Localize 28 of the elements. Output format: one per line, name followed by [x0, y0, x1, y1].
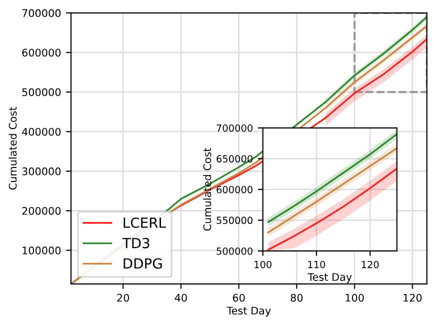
y-tick-label: 600000: [22, 48, 61, 57]
y-tick-label: 550000: [216, 216, 252, 224]
y-axis-title: Cumulated Cost: [8, 106, 17, 190]
y-tick-label: 500000: [22, 88, 61, 96]
y-tick-label: 100000: [22, 246, 61, 254]
x-axis-title: Test Day: [226, 306, 271, 317]
legend-label: LCERL: [124, 217, 166, 228]
x-axis-title: Test Day: [308, 273, 352, 283]
legend-label: TD3: [122, 238, 150, 248]
y-tick-label: 500000: [216, 247, 252, 255]
x-tick-label: 100: [346, 294, 364, 302]
legend-label: DDPG: [124, 258, 162, 269]
x-tick-label: 60: [232, 294, 245, 302]
y-tick-label: 200000: [22, 206, 61, 215]
y-tick-label: 300000: [22, 167, 61, 176]
x-tick-label: 80: [290, 294, 303, 302]
x-tick-label: 20: [117, 294, 130, 302]
y-tick-label: 600000: [216, 186, 252, 194]
y-tick-label: 700000: [22, 9, 61, 18]
y-tick-label: 400000: [22, 128, 61, 136]
x-tick-label: 40: [174, 294, 187, 302]
y-tick-label: 650000: [216, 155, 252, 163]
x-tick-label: 120: [404, 294, 422, 302]
x-tick-label: 120: [362, 260, 379, 268]
x-tick-label: 100: [254, 260, 272, 268]
y-axis-title: Cumulated Cost: [203, 148, 212, 231]
x-tick-label: 110: [308, 260, 326, 268]
y-tick-label: 700000: [216, 124, 252, 132]
